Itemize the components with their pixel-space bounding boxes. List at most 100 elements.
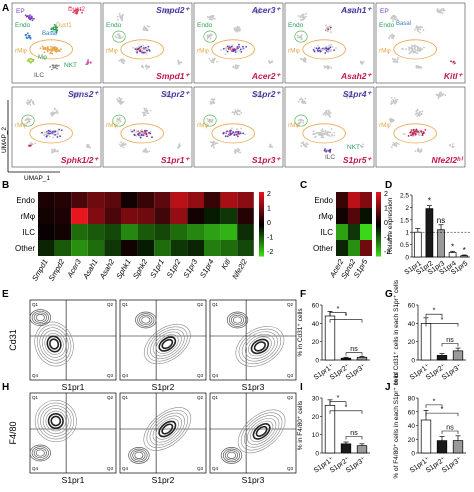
y-tick-label: 60 xyxy=(408,409,416,416)
umap-point xyxy=(212,141,214,144)
umap-gene-bottom: Smpd1⁺ xyxy=(156,71,190,81)
umap-point xyxy=(329,31,332,34)
umap-point xyxy=(317,133,320,136)
panel-letter-i: I xyxy=(300,382,303,393)
flow-contour xyxy=(250,338,270,355)
umap-point xyxy=(166,12,169,14)
umap-point xyxy=(417,114,420,116)
umap-point xyxy=(331,45,334,48)
colorbar-segment xyxy=(376,212,381,215)
umap-point xyxy=(46,45,49,48)
umap-point xyxy=(329,26,332,29)
umap-point xyxy=(212,143,215,146)
flow-plot-frame xyxy=(209,299,297,381)
umap-point xyxy=(313,50,316,53)
umap-point xyxy=(302,58,304,60)
umap-point xyxy=(46,131,49,134)
umap-ylabel: UMAP_2 xyxy=(1,127,8,153)
umap-point xyxy=(144,129,146,132)
umap-point xyxy=(243,133,246,136)
colorbar-tick-label: -2 xyxy=(384,249,390,256)
cluster-outline-endo xyxy=(21,114,35,127)
umap-point xyxy=(206,37,209,40)
umap-point xyxy=(320,136,323,139)
umap-point xyxy=(55,25,57,28)
umap-point xyxy=(135,130,138,133)
flow-xlabel: S1pr1 xyxy=(62,475,85,485)
umap-point xyxy=(234,150,237,153)
umap-point xyxy=(299,98,301,101)
bar xyxy=(460,255,469,258)
heatmap-cell xyxy=(187,192,204,208)
panel-letter-h: H xyxy=(2,382,9,393)
umap-point xyxy=(237,110,239,112)
heatmap-cell xyxy=(154,192,171,208)
cluster-outline-endo xyxy=(294,114,308,127)
umap-panel-8: S1pr2⁺ S1pr3⁺ rMφ xyxy=(193,86,284,168)
bracket-label: ns xyxy=(446,425,454,432)
y-tick-label: 0 xyxy=(411,358,415,365)
cluster-outline xyxy=(211,39,255,60)
umap-point xyxy=(120,60,123,63)
flow-contour xyxy=(155,418,179,440)
quadrant-label: Q4 xyxy=(212,466,219,471)
bar xyxy=(340,357,352,361)
flow-plot-1: Q1 Q2 Q4 Q3 S1pr1 xyxy=(29,299,117,392)
umap-point xyxy=(52,136,55,139)
umap-point xyxy=(328,66,331,68)
umap-point xyxy=(116,33,119,36)
flow-plot-2: Q1 Q2 Q4 Q3 S1pr2 xyxy=(119,392,207,485)
colorbar-segment xyxy=(259,211,264,214)
umap-point xyxy=(27,101,30,104)
heatmap-cell xyxy=(170,240,188,256)
panel-letter-j: J xyxy=(385,382,391,393)
umap-point xyxy=(323,112,326,114)
bracket-label: * xyxy=(337,395,340,402)
umap-point xyxy=(210,15,213,17)
flow-contour xyxy=(39,327,69,361)
umap-point xyxy=(178,143,181,145)
flow-contour-secondary xyxy=(29,309,51,326)
bracket-label: ns xyxy=(350,430,358,437)
umap-point xyxy=(49,131,51,134)
umap-point xyxy=(131,130,134,133)
heatmap-cell xyxy=(204,192,221,208)
flow-xlabel: S1pr2 xyxy=(152,382,175,392)
umap-point xyxy=(55,150,57,153)
umap-point xyxy=(55,112,58,114)
umap-point xyxy=(180,61,183,64)
colorbar-segment xyxy=(376,225,381,228)
umap-point xyxy=(206,35,209,38)
bar xyxy=(448,252,457,258)
umap-point xyxy=(412,45,415,48)
heatmap-cell xyxy=(54,224,72,240)
heatmap-col-label: Kitl xyxy=(219,257,232,271)
flow-contour-secondary xyxy=(35,449,45,457)
heatmap-cell xyxy=(204,224,221,240)
umap-gene-bottom: Kitl⁺ xyxy=(444,71,464,81)
umap-point xyxy=(440,91,442,93)
umap-point xyxy=(394,144,397,147)
umap-point xyxy=(148,50,151,52)
umap-point xyxy=(321,48,324,51)
heatmap-cell xyxy=(154,208,171,224)
umap-point xyxy=(51,114,53,117)
umap-point xyxy=(442,9,445,11)
flow-contour xyxy=(149,412,185,446)
umap-point xyxy=(350,8,352,10)
umap-point xyxy=(25,33,28,36)
umap-point xyxy=(240,127,242,130)
cluster-outline xyxy=(120,39,164,60)
y-tick-label: 0 xyxy=(315,358,319,365)
umap-point xyxy=(116,98,119,101)
umap-point xyxy=(116,118,119,121)
heatmap-row-label: Other xyxy=(15,244,35,253)
umap-point xyxy=(140,129,142,132)
umap-gene-top: S1pr2⁺ xyxy=(252,89,282,99)
umap-point xyxy=(120,17,123,20)
umap-point xyxy=(328,47,330,50)
umap-panel-frame xyxy=(375,86,466,168)
quadrant-label: Q4 xyxy=(32,466,39,471)
umap-point xyxy=(423,46,425,49)
cluster-outline-endo xyxy=(203,114,217,127)
